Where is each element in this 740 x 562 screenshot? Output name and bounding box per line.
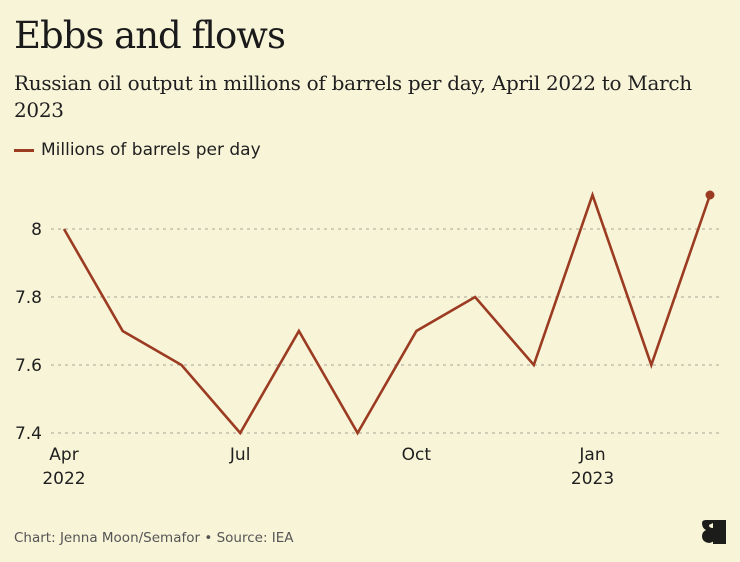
chart-subtitle: Russian oil output in millions of barrel… — [14, 71, 692, 122]
y-tick-label: 7.4 — [15, 424, 42, 444]
y-tick-label: 7.6 — [15, 356, 42, 376]
legend-swatch — [14, 148, 34, 152]
legend: Millions of barrels per day — [14, 140, 261, 160]
x-tick-label: Oct — [402, 445, 432, 465]
semafor-logo-icon — [702, 520, 726, 544]
y-tick-label: 8 — [31, 220, 42, 240]
source-credit: Chart: Jenna Moon/Semafor • Source: IEA — [14, 530, 294, 546]
gridlines — [51, 228, 722, 434]
end-point-marker — [705, 190, 715, 200]
x-tick-sublabel: 2023 — [571, 469, 614, 489]
y-tick-label: 7.8 — [15, 288, 42, 308]
x-tick-sublabel: 2022 — [42, 469, 85, 489]
x-tick-label: Jul — [229, 445, 251, 465]
series-line — [62, 191, 712, 436]
x-axis-ticks: Apr 2022 Jul Oct Jan 2023 — [42, 445, 614, 489]
x-tick-label: Jan — [578, 445, 605, 465]
legend-label: Millions of barrels per day — [41, 140, 261, 160]
y-axis-ticks: 7.4 7.6 7.8 8 — [15, 220, 42, 444]
x-tick-label: Apr — [49, 445, 78, 465]
chart-title: Ebbs and flows — [14, 14, 286, 57]
series-points — [705, 190, 715, 200]
